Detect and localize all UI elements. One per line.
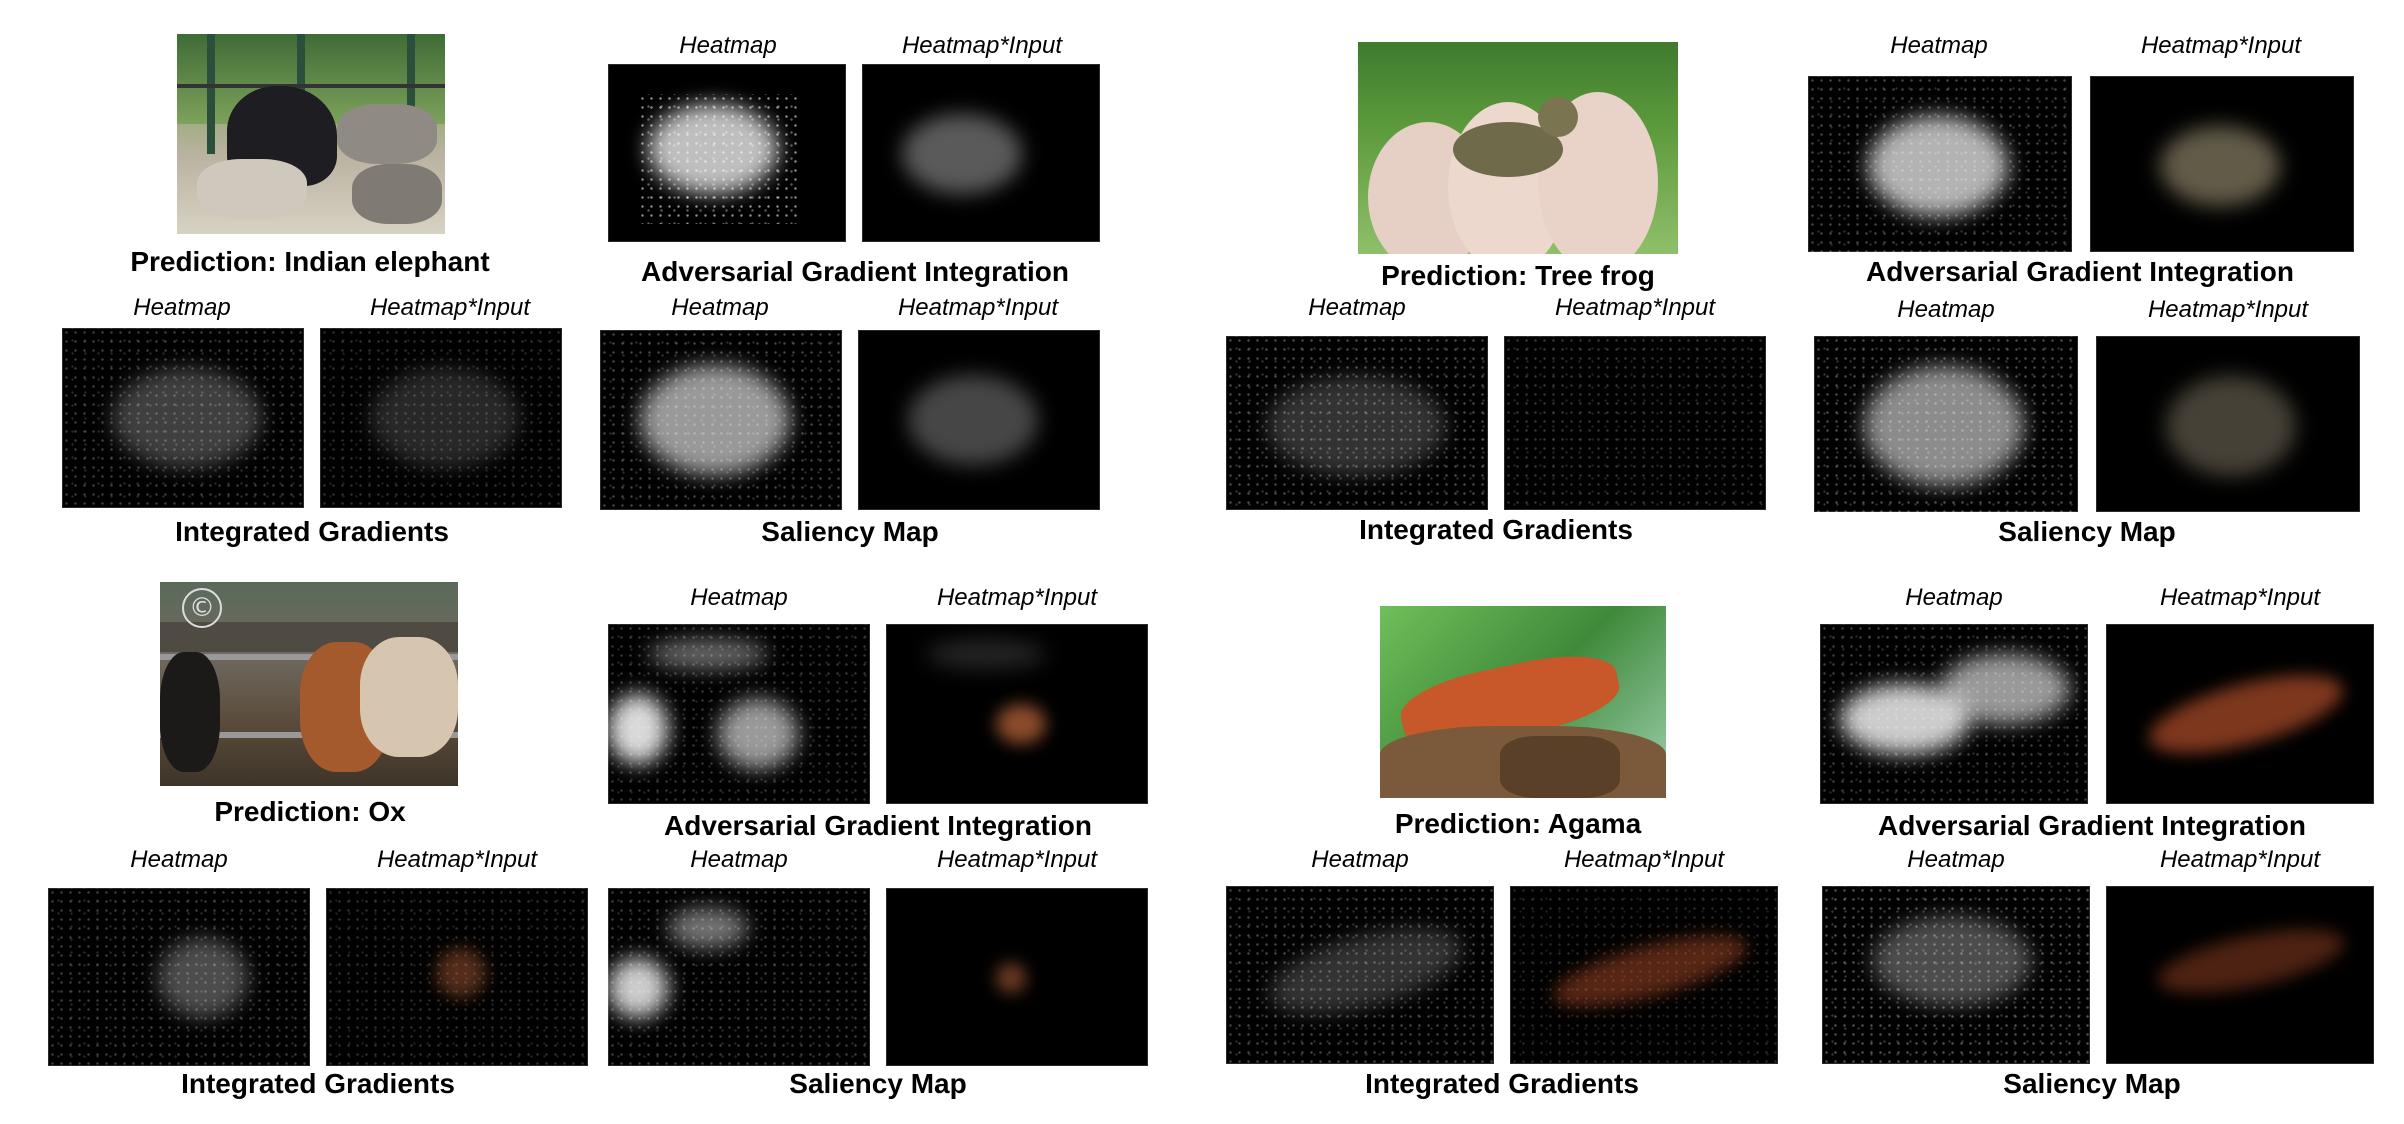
heatmap-caption: Heatmap [1905, 584, 2003, 611]
panel-ox: © Prediction: Ox Heatmap Heatmap*Input A… [0, 560, 1200, 1124]
heatmap-input-caption: Heatmap*Input [376, 846, 538, 873]
heatmap-input-caption: Heatmap*Input [1554, 294, 1716, 321]
saliency-heatmap [600, 330, 842, 510]
heatmap-caption: Heatmap [133, 294, 231, 321]
saliency-heatmap [1822, 886, 2090, 1064]
heatmap-caption: Heatmap [1890, 32, 1988, 59]
heatmap-input-caption: Heatmap*Input [901, 32, 1063, 59]
method-label-ig: Integrated Gradients [181, 1068, 455, 1099]
panel-tree-frog: Prediction: Tree frog Heatmap Heatmap*In… [1200, 0, 2404, 560]
panel-indian-elephant: Prediction: Indian elephant Heatmap Heat… [0, 0, 1200, 560]
ig-heatmap-input [326, 888, 588, 1066]
agi-heatmap-input [862, 64, 1100, 242]
method-label-saliency: Saliency Map [789, 1068, 967, 1099]
saliency-heatmap [1814, 336, 2078, 512]
agi-heatmap-input [2090, 76, 2354, 252]
heatmap-caption: Heatmap [679, 32, 777, 59]
input-image-agama [1380, 606, 1666, 798]
prediction-label: Prediction: Indian elephant [130, 246, 490, 277]
method-label-agi: Adversarial Gradient Integration [1866, 256, 2294, 287]
saliency-heatmap-input [2096, 336, 2360, 512]
panel-agama: Prediction: Agama Heatmap Heatmap*Input … [1200, 560, 2404, 1124]
heatmap-input-caption: Heatmap*Input [2147, 296, 2309, 323]
saliency-heatmap-input [858, 330, 1100, 510]
method-label-ig: Integrated Gradients [1365, 1068, 1639, 1099]
agi-heatmap [1820, 624, 2088, 804]
heatmap-input-caption: Heatmap*Input [1563, 846, 1725, 873]
input-image-tree-frog [1358, 42, 1678, 254]
heatmap-input-caption: Heatmap*Input [897, 294, 1059, 321]
input-image-ox: © [160, 582, 458, 786]
heatmap-caption: Heatmap [1907, 846, 2005, 873]
ig-heatmap [1226, 336, 1488, 510]
ig-heatmap [1226, 886, 1494, 1064]
method-label-agi: Adversarial Gradient Integration [664, 810, 1092, 841]
method-label-saliency: Saliency Map [2003, 1068, 2181, 1099]
ig-heatmap [48, 888, 310, 1066]
agi-heatmap [1808, 76, 2072, 252]
heatmap-input-caption: Heatmap*Input [936, 584, 1098, 611]
prediction-label: Prediction: Ox [214, 796, 406, 827]
saliency-heatmap-input [886, 888, 1148, 1066]
heatmap-input-caption: Heatmap*Input [369, 294, 531, 321]
heatmap-caption: Heatmap [671, 294, 769, 321]
heatmap-caption: Heatmap [690, 846, 788, 873]
heatmap-caption: Heatmap [1897, 296, 1995, 323]
heatmap-input-caption: Heatmap*Input [2159, 584, 2321, 611]
saliency-heatmap [608, 888, 870, 1066]
ig-heatmap-input [1504, 336, 1766, 510]
heatmap-caption: Heatmap [1311, 846, 1409, 873]
heatmap-caption: Heatmap [690, 584, 788, 611]
method-label-ig: Integrated Gradients [175, 516, 449, 547]
heatmap-input-caption: Heatmap*Input [2159, 846, 2321, 873]
agi-heatmap [608, 624, 870, 804]
method-label-agi: Adversarial Gradient Integration [641, 256, 1069, 287]
prediction-label: Prediction: Tree frog [1381, 260, 1655, 291]
ig-heatmap-input [1510, 886, 1778, 1064]
agi-heatmap [608, 64, 846, 242]
copyright-watermark: © [182, 588, 222, 628]
agi-heatmap-input [2106, 624, 2374, 804]
saliency-heatmap-input [2106, 886, 2374, 1064]
method-label-agi: Adversarial Gradient Integration [1878, 810, 2306, 841]
heatmap-caption: Heatmap [1308, 294, 1406, 321]
prediction-label: Prediction: Agama [1394, 808, 1642, 839]
ig-heatmap-input [320, 328, 562, 508]
method-label-ig: Integrated Gradients [1359, 514, 1633, 545]
input-image-elephant [177, 34, 445, 234]
ig-heatmap [62, 328, 304, 508]
method-label-saliency: Saliency Map [1998, 516, 2176, 547]
heatmap-caption: Heatmap [130, 846, 228, 873]
method-label-saliency: Saliency Map [761, 516, 939, 547]
heatmap-input-caption: Heatmap*Input [936, 846, 1098, 873]
heatmap-input-caption: Heatmap*Input [2140, 32, 2302, 59]
agi-heatmap-input [886, 624, 1148, 804]
